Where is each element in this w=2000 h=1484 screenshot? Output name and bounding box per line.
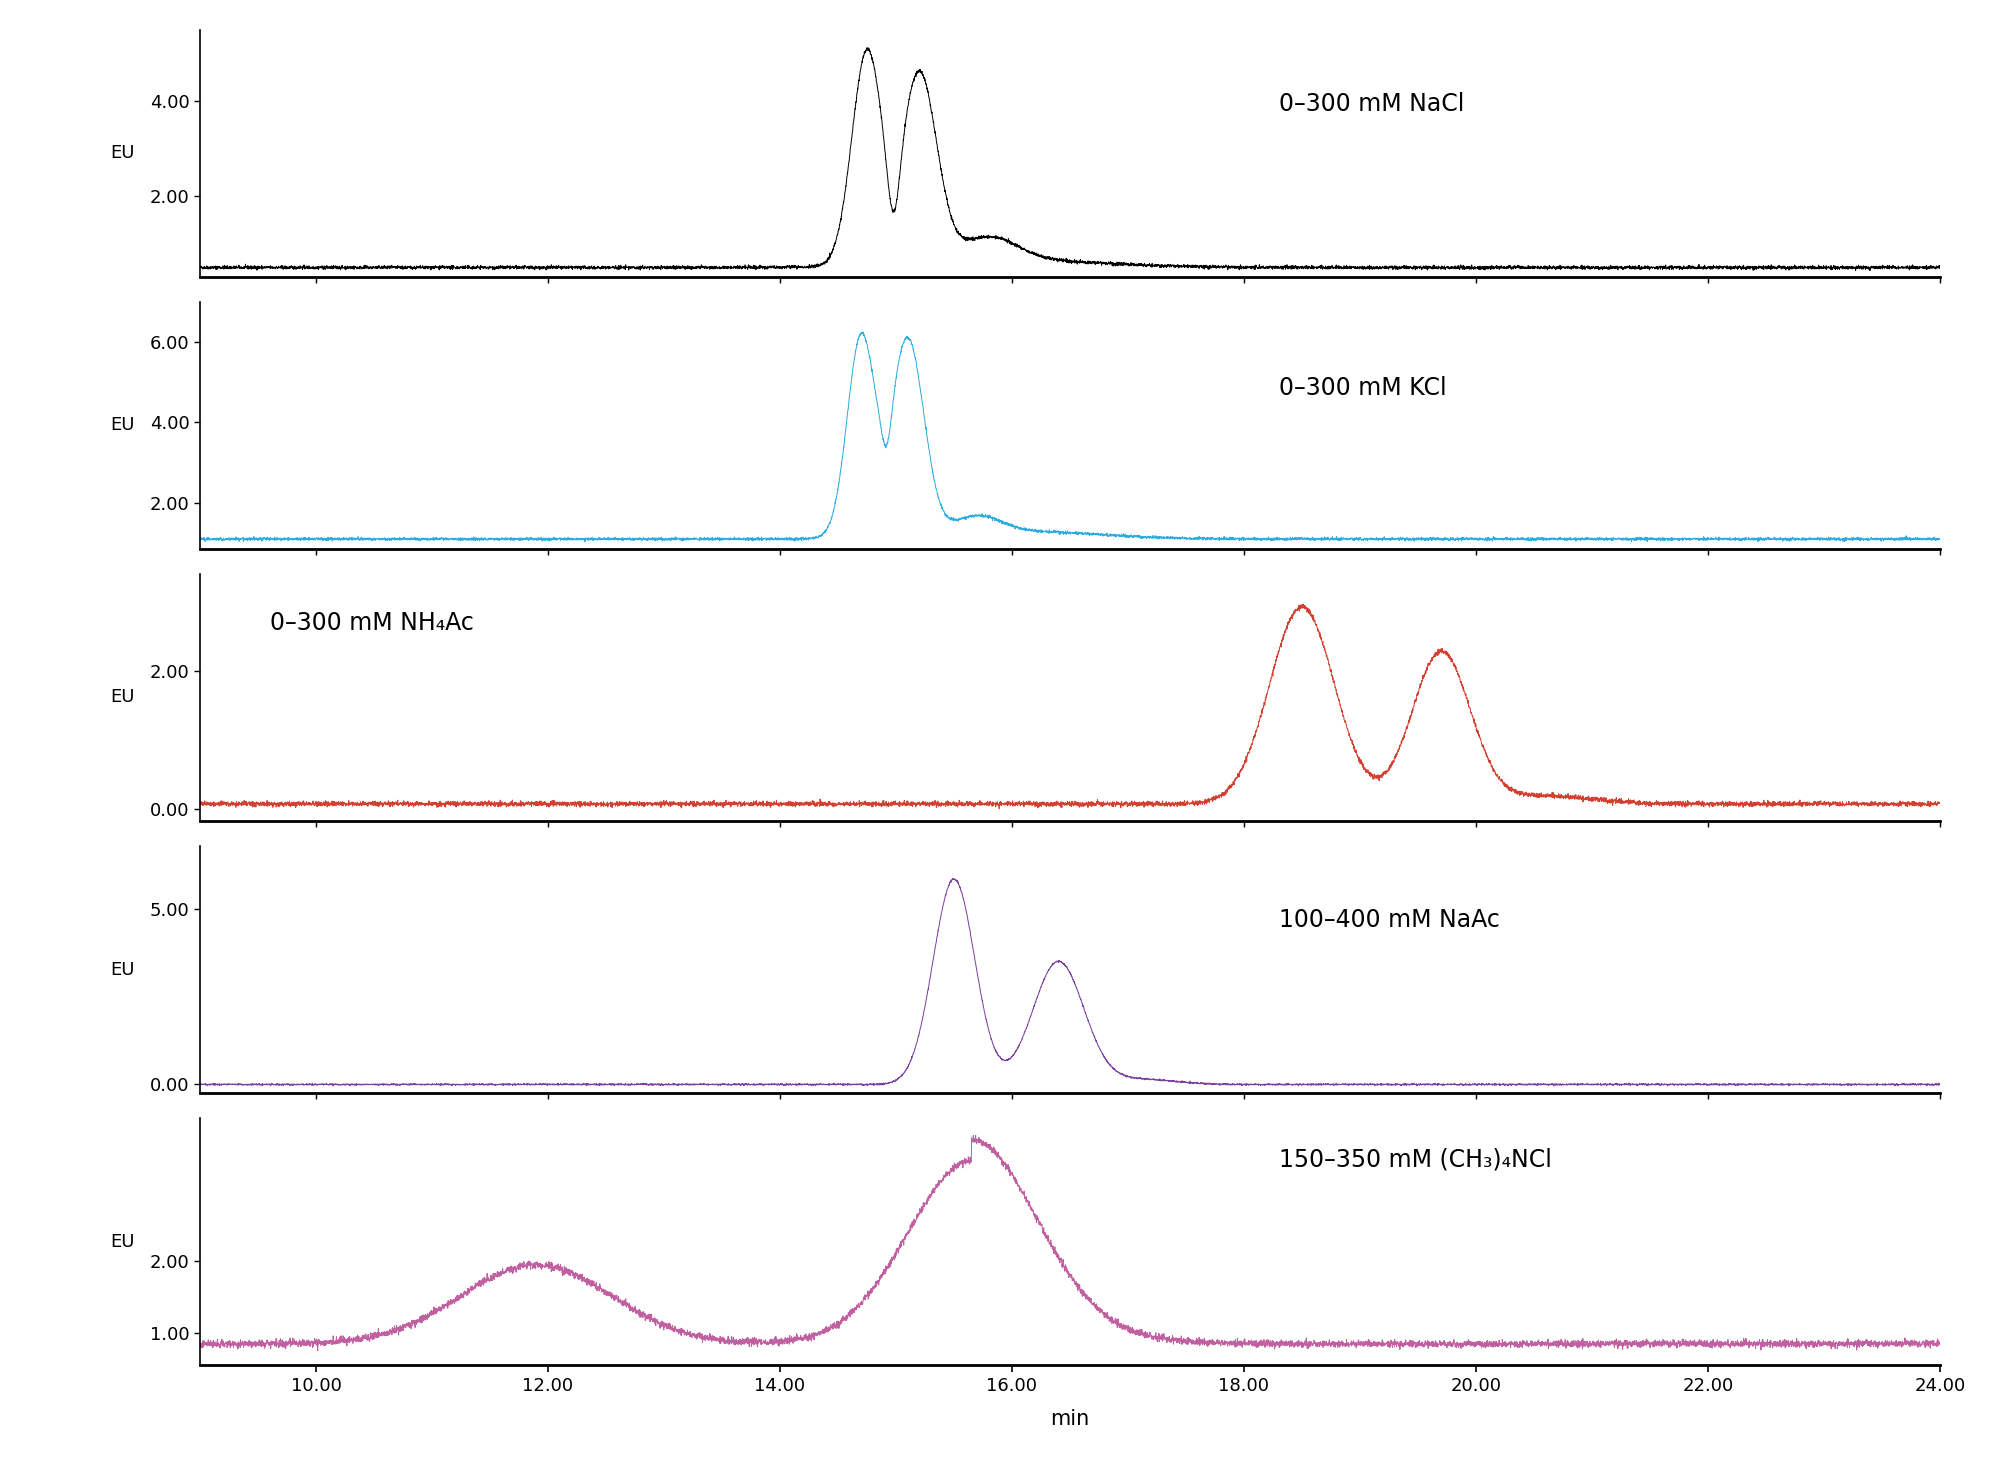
Y-axis label: EU: EU: [110, 1233, 134, 1251]
Text: 0–300 mM NaCl: 0–300 mM NaCl: [1278, 92, 1464, 116]
Text: 150–350 mM (CH₃)₄NCl: 150–350 mM (CH₃)₄NCl: [1278, 1147, 1552, 1172]
Y-axis label: EU: EU: [110, 960, 134, 978]
Y-axis label: EU: EU: [110, 144, 134, 162]
Y-axis label: EU: EU: [110, 417, 134, 435]
X-axis label: min: min: [1050, 1408, 1090, 1429]
Y-axis label: EU: EU: [110, 689, 134, 706]
Text: 100–400 mM NaAc: 100–400 mM NaAc: [1278, 908, 1500, 932]
Text: 0–300 mM NH₄Ac: 0–300 mM NH₄Ac: [270, 611, 474, 635]
Text: 0–300 mM KCl: 0–300 mM KCl: [1278, 375, 1446, 401]
